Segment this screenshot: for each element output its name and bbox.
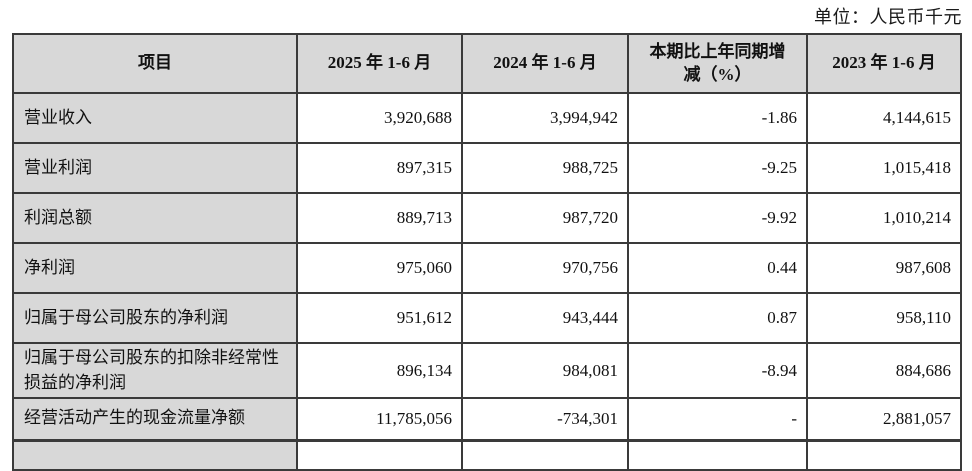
value-2024: 970,756	[461, 242, 629, 294]
value-change-pct: 0.87	[627, 292, 808, 344]
column-header-2023: 2023 年 1-6 月	[806, 33, 962, 94]
row-label: 营业收入	[12, 92, 298, 144]
financial-summary-table: 项目 2025 年 1-6 月 2024 年 1-6 月 本期比上年同期增减（%…	[12, 33, 962, 471]
unit-label: 单位：人民币千元	[814, 7, 962, 27]
value-change-pct: -8.94	[627, 342, 808, 399]
value-2024: 987,720	[461, 192, 629, 244]
column-header-item: 项目	[12, 33, 298, 94]
value-2024	[461, 439, 629, 471]
row-label: 净利润	[12, 242, 298, 294]
value-2023: 958,110	[806, 292, 962, 344]
row-label: 利润总额	[12, 192, 298, 244]
table-row: 归属于母公司股东的净利润 951,612 943,444 0.87 958,11…	[12, 292, 962, 344]
value-2025: 897,315	[296, 142, 463, 194]
column-header-2024: 2024 年 1-6 月	[461, 33, 629, 94]
value-change-pct: -	[627, 397, 808, 442]
value-change-pct: 0.44	[627, 242, 808, 294]
row-label: 营业利润	[12, 142, 298, 194]
value-2023: 1,010,214	[806, 192, 962, 244]
value-2023: 4,144,615	[806, 92, 962, 144]
row-label: 经营活动产生的现金流量净额	[12, 397, 298, 442]
column-header-2025: 2025 年 1-6 月	[296, 33, 463, 94]
value-change-pct: -9.25	[627, 142, 808, 194]
table-row: 归属于母公司股东的扣除非经常性损益的净利润 896,134 984,081 -8…	[12, 342, 962, 399]
value-2023: 2,881,057	[806, 397, 962, 442]
value-2024: 988,725	[461, 142, 629, 194]
table-row: 营业利润 897,315 988,725 -9.25 1,015,418	[12, 142, 962, 194]
table-row: 经营活动产生的现金流量净额 11,785,056 -734,301 - 2,88…	[12, 397, 962, 442]
value-2024: 943,444	[461, 292, 629, 344]
value-2025	[296, 439, 463, 471]
value-2024: 3,994,942	[461, 92, 629, 144]
row-label: 归属于母公司股东的扣除非经常性损益的净利润	[12, 342, 298, 399]
value-2025: 889,713	[296, 192, 463, 244]
value-2025: 975,060	[296, 242, 463, 294]
value-change-pct	[627, 439, 808, 471]
row-label: 归属于母公司股东的净利润	[12, 292, 298, 344]
value-change-pct: -1.86	[627, 92, 808, 144]
value-2025: 11,785,056	[296, 397, 463, 442]
header-row: 项目 2025 年 1-6 月 2024 年 1-6 月 本期比上年同期增减（%…	[12, 33, 962, 94]
value-2023: 1,015,418	[806, 142, 962, 194]
table-row: 利润总额 889,713 987,720 -9.92 1,010,214	[12, 192, 962, 244]
value-2023	[806, 439, 962, 471]
value-2024: 984,081	[461, 342, 629, 399]
table-header: 项目 2025 年 1-6 月 2024 年 1-6 月 本期比上年同期增减（%…	[12, 33, 962, 94]
value-2025: 3,920,688	[296, 92, 463, 144]
table-row	[12, 439, 962, 471]
value-2023: 884,686	[806, 342, 962, 399]
table-body: 营业收入 3,920,688 3,994,942 -1.86 4,144,615…	[12, 92, 962, 471]
value-change-pct: -9.92	[627, 192, 808, 244]
value-2025: 896,134	[296, 342, 463, 399]
column-header-change-pct: 本期比上年同期增减（%）	[627, 33, 808, 94]
table-row: 净利润 975,060 970,756 0.44 987,608	[12, 242, 962, 294]
value-2024: -734,301	[461, 397, 629, 442]
value-2025: 951,612	[296, 292, 463, 344]
table-row: 营业收入 3,920,688 3,994,942 -1.86 4,144,615	[12, 92, 962, 144]
row-label	[12, 439, 298, 471]
value-2023: 987,608	[806, 242, 962, 294]
